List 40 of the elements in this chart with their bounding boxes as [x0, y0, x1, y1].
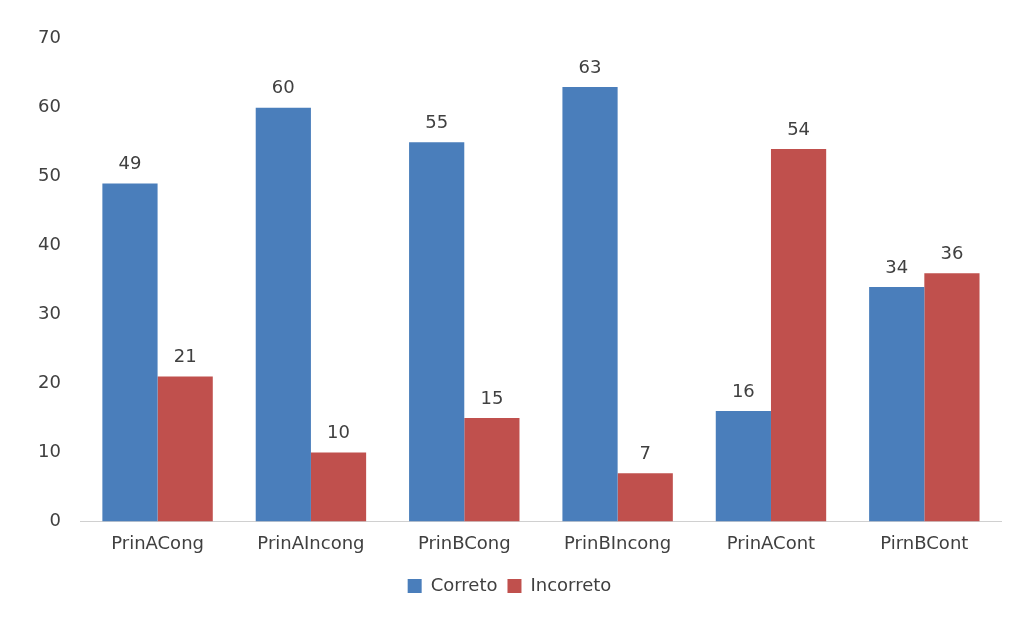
- y-tick-label: 70: [38, 26, 61, 48]
- y-tick-label: 40: [38, 233, 61, 255]
- data-label: 60: [271, 76, 295, 98]
- data-label: 34: [885, 255, 909, 277]
- bar: [562, 87, 618, 522]
- bar: [770, 149, 827, 522]
- data-label: 55: [425, 110, 449, 132]
- bar: [310, 452, 367, 522]
- y-tick-label: 30: [38, 302, 61, 324]
- data-label: 7: [639, 441, 651, 463]
- bar: [869, 286, 925, 522]
- data-label: 49: [118, 152, 142, 174]
- bar: [464, 417, 520, 522]
- x-tick-label: PirnBCont: [880, 531, 969, 553]
- legend-label: Incorreto: [530, 573, 612, 595]
- bar: [102, 183, 158, 522]
- data-label: 36: [940, 241, 964, 263]
- x-tick-label: PrinBIncong: [564, 531, 672, 553]
- data-label: 10: [327, 421, 350, 443]
- data-label: 21: [173, 345, 197, 367]
- bar: [617, 473, 673, 522]
- bar: [157, 376, 213, 522]
- x-tick-label: PrinACont: [726, 531, 816, 553]
- x-tick-label: PrinACong: [111, 531, 204, 553]
- x-tick-label: PrinAIncong: [257, 531, 365, 553]
- bar: [409, 142, 465, 522]
- data-label: 54: [787, 117, 811, 139]
- y-tick-label: 20: [38, 371, 61, 393]
- x-tick-label: PrinBCong: [417, 531, 511, 553]
- y-tick-label: 10: [38, 440, 61, 462]
- data-label: 16: [731, 379, 755, 401]
- data-label: 15: [480, 386, 504, 408]
- bar: [715, 411, 771, 522]
- data-label: 63: [578, 55, 602, 77]
- y-tick-label: 60: [38, 95, 61, 117]
- bar: [924, 273, 980, 522]
- bar: [255, 107, 311, 522]
- y-tick-label: 50: [38, 164, 61, 186]
- legend-label: Correto: [430, 573, 498, 595]
- y-tick-label: 0: [49, 509, 61, 531]
